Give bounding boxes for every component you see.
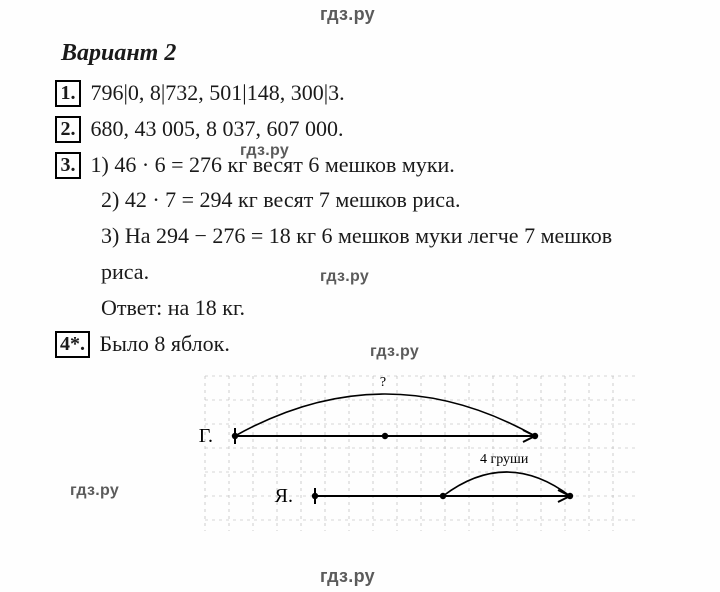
item-3-line3a: 3) На 294 − 276 = 18 кг 6 мешков муки ле… <box>55 220 690 252</box>
page-content: Вариант 2 1. 796|0, 8|732, 501|148, 300|… <box>0 0 720 546</box>
item-3-line1: 1) 46 · 6 = 276 кг весят 6 мешков муки. <box>91 152 455 177</box>
item-2-num: 2. <box>55 116 81 143</box>
variant-title: Вариант 2 <box>61 36 690 71</box>
watermark: гдз.ру <box>320 566 375 587</box>
svg-text:?: ? <box>380 375 386 390</box>
item-2: 2. 680, 43 005, 8 037, 607 000. <box>55 113 690 145</box>
item-3: 3. 1) 46 · 6 = 276 кг весят 6 мешков мук… <box>55 149 690 181</box>
item-1-num: 1. <box>55 80 81 107</box>
item-4-num: 4*. <box>55 331 90 358</box>
diagram-svg: Г.? Я. 4 груши <box>165 366 645 536</box>
item-1: 1. 796|0, 8|732, 501|148, 300|3. <box>55 77 690 109</box>
item-3-line3b: риса. <box>55 256 690 288</box>
item-4-text: Было 8 яблок. <box>100 331 230 356</box>
item-3-line2: 2) 42 · 7 = 294 кг весят 7 мешков риса. <box>55 184 690 216</box>
svg-text:Я.: Я. <box>275 485 293 507</box>
diagram: Г.? Я. 4 груши <box>165 366 645 536</box>
item-2-text: 680, 43 005, 8 037, 607 000. <box>91 116 344 141</box>
item-1-text: 796|0, 8|732, 501|148, 300|3. <box>91 80 345 105</box>
svg-text:Г.: Г. <box>199 425 213 447</box>
item-3-num: 3. <box>55 152 81 179</box>
item-4: 4*. Было 8 яблок. <box>55 328 690 360</box>
svg-text:4 груши: 4 груши <box>480 452 529 467</box>
item-3-answer: Ответ: на 18 кг. <box>55 292 690 324</box>
